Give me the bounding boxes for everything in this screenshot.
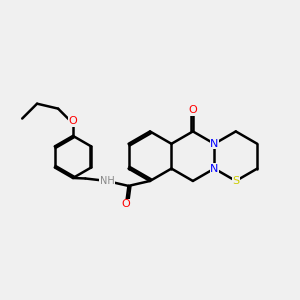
Text: N: N	[210, 139, 218, 149]
Text: NH: NH	[100, 176, 114, 186]
Text: O: O	[69, 116, 77, 126]
Text: S: S	[232, 176, 239, 186]
Text: N: N	[210, 164, 218, 174]
Text: O: O	[122, 200, 130, 209]
Text: O: O	[188, 105, 197, 116]
